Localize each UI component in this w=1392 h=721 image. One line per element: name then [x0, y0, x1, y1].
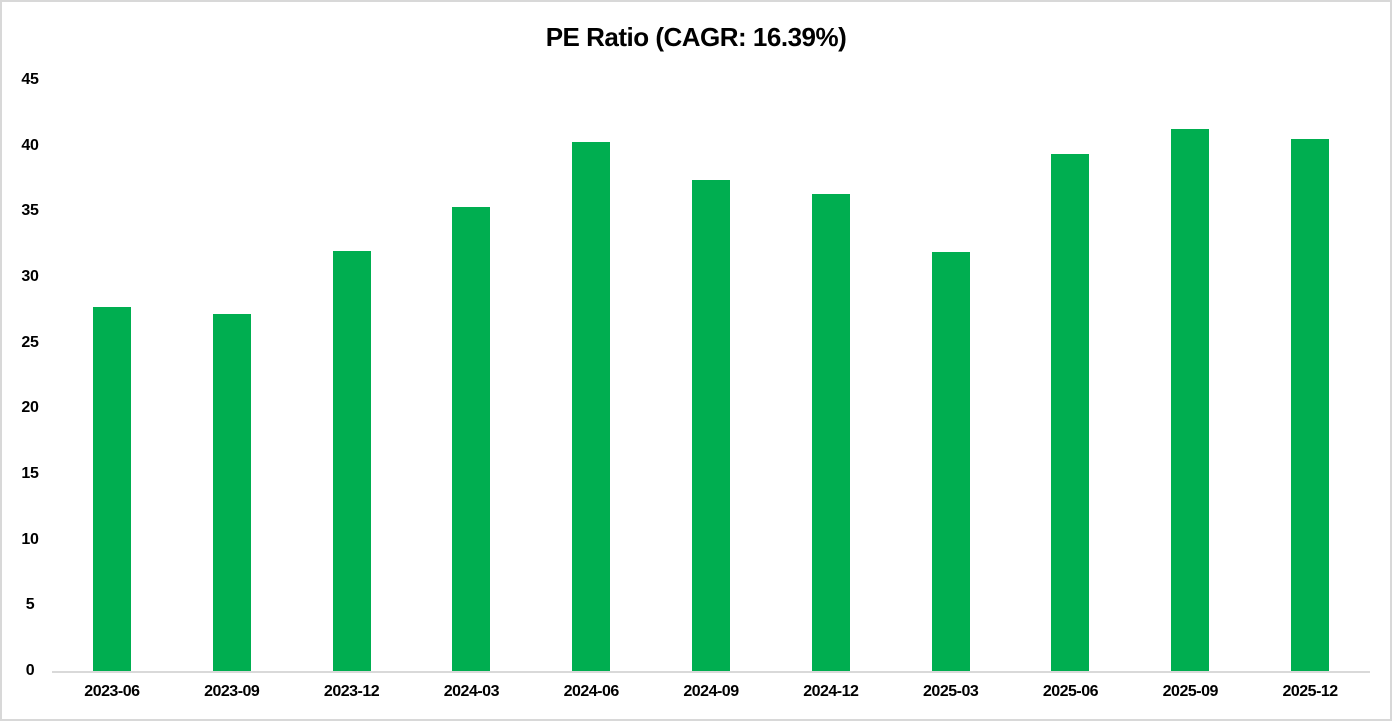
bar-2023-09 — [212, 313, 251, 671]
x-tick-label: 2023-09 — [204, 683, 260, 700]
x-tick-label: 2024-12 — [803, 683, 859, 700]
x-tick-label: 2025-06 — [1042, 683, 1099, 700]
y-tick-label: 5 — [25, 596, 35, 614]
plot-area — [52, 80, 1370, 673]
bar-2023-06 — [92, 307, 131, 671]
x-tick-label: 2024-03 — [443, 683, 500, 700]
bar-2024-09 — [692, 179, 730, 671]
y-tick-label: 40 — [21, 136, 39, 154]
x-tick-label: 2023-06 — [84, 683, 140, 700]
x-tick-label: 2023-12 — [323, 683, 380, 700]
bar-2024-12 — [811, 194, 850, 671]
y-tick-label: 45 — [21, 71, 39, 88]
bar-2024-06 — [572, 141, 611, 671]
y-tick-label: 25 — [21, 333, 39, 351]
y-tick-label: 35 — [21, 202, 39, 220]
x-tick-label: 2024-06 — [563, 683, 620, 700]
y-tick-label: 30 — [21, 268, 39, 285]
x-tick-label: 2025-09 — [1162, 683, 1219, 700]
y-tick-label: 0 — [25, 662, 35, 679]
x-tick-label: 2025-12 — [1282, 683, 1338, 700]
x-tick-label: 2025-03 — [923, 683, 979, 700]
bar-2025-12 — [1291, 139, 1330, 671]
x-tick-label: 2024-09 — [683, 683, 739, 700]
bar-2025-03 — [931, 252, 970, 671]
chart-title: PE Ratio (CAGR: 16.39%) — [545, 22, 847, 52]
x-axis-line — [52, 671, 1370, 673]
bar-2025-09 — [1171, 128, 1210, 671]
y-tick-label: 20 — [21, 399, 39, 417]
y-tick-label: 10 — [21, 530, 39, 548]
bar-2023-12 — [332, 250, 371, 671]
y-tick-label: 15 — [21, 465, 39, 482]
bar-2025-06 — [1051, 153, 1090, 671]
bar-2024-03 — [452, 207, 491, 671]
